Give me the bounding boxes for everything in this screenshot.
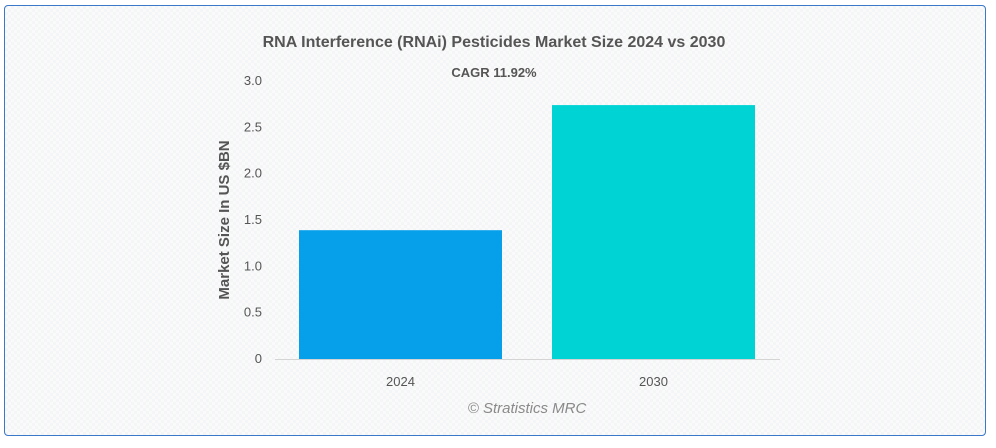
y-tick-label: 3.0 xyxy=(244,73,262,88)
y-tick-label: 2.5 xyxy=(244,119,262,134)
chart-subtitle: CAGR 11.92% xyxy=(451,65,537,80)
bars-group xyxy=(299,105,755,360)
x-axis-ticks: 2024 2030 xyxy=(386,374,668,389)
y-tick-label: 1.5 xyxy=(244,212,262,227)
y-axis-label: Market Size In US $BN xyxy=(216,140,233,299)
y-tick-label: 0 xyxy=(255,351,262,366)
x-tick-label: 2030 xyxy=(639,374,668,389)
chart-title: RNA Interference (RNAi) Pesticides Marke… xyxy=(263,34,726,51)
chart-frame xyxy=(4,5,986,436)
watermark-text: © Stratistics MRC xyxy=(468,400,587,417)
y-tick-label: 2.0 xyxy=(244,166,262,181)
y-tick-label: 0.5 xyxy=(244,305,262,320)
x-tick-label: 2024 xyxy=(386,374,415,389)
bar-2024 xyxy=(299,230,502,359)
y-axis-ticks: 0 0.5 1.0 1.5 2.0 2.5 3.0 xyxy=(244,73,262,366)
y-tick-label: 1.0 xyxy=(244,258,262,273)
bar-2030 xyxy=(552,105,755,360)
